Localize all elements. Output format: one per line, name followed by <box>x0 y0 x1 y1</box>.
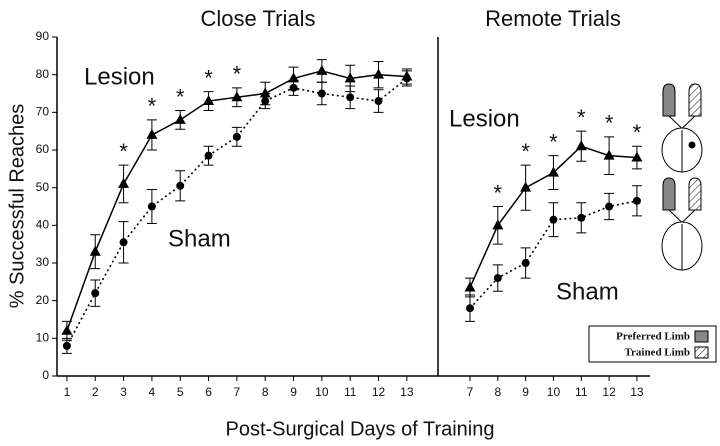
data-point <box>317 89 326 98</box>
series-label: Lesion <box>449 105 520 132</box>
data-point <box>174 113 186 124</box>
significance-marker: * <box>633 120 642 145</box>
x-tick-label: 10 <box>315 385 329 399</box>
data-point <box>631 151 643 162</box>
data-point <box>118 177 130 188</box>
y-tick-label: 60 <box>36 142 50 156</box>
data-point <box>91 289 100 298</box>
x-tick-label: 11 <box>344 385 357 399</box>
data-point <box>231 91 243 102</box>
significance-marker: * <box>521 139 530 164</box>
data-point <box>605 202 614 211</box>
data-point <box>62 341 71 350</box>
legend-label: Trained Limb <box>624 347 690 359</box>
x-tick-label: 12 <box>602 385 616 399</box>
significance-marker: * <box>605 111 614 136</box>
data-point <box>464 281 476 292</box>
data-point <box>374 97 383 106</box>
x-tick-label: 8 <box>494 385 501 399</box>
data-point <box>204 151 213 160</box>
x-tick-label: 13 <box>400 385 414 399</box>
data-point <box>520 181 532 192</box>
significance-marker: * <box>148 94 157 119</box>
chart-title: Close Trials <box>201 6 316 31</box>
y-tick-label: 80 <box>36 67 50 81</box>
legend-label: Preferred Limb <box>616 331 690 343</box>
x-tick-label: 12 <box>372 385 386 399</box>
y-tick-label: 10 <box>36 331 50 345</box>
significance-marker: * <box>119 139 128 164</box>
x-tick-label: 8 <box>262 385 269 399</box>
x-tick-label: 2 <box>92 385 99 399</box>
series-label: Sham <box>168 225 231 252</box>
data-point <box>575 140 587 151</box>
data-point <box>316 64 328 75</box>
data-point <box>577 213 586 222</box>
data-point <box>549 215 558 224</box>
x-axis-label: Post-Surgical Days of Training <box>225 418 494 440</box>
significance-marker: * <box>233 62 242 87</box>
data-point <box>261 97 270 106</box>
y-tick-label: 20 <box>36 293 50 307</box>
legend-swatch <box>694 346 709 359</box>
x-tick-label: 3 <box>120 385 127 399</box>
x-tick-label: 5 <box>177 385 184 399</box>
x-tick-label: 7 <box>467 385 474 399</box>
x-tick-label: 9 <box>522 385 529 399</box>
y-tick-label: 0 <box>42 368 49 382</box>
data-point <box>259 87 271 98</box>
series-label: Lesion <box>84 63 155 90</box>
data-point <box>493 274 502 283</box>
y-axis-label: % Successful Reaches <box>6 104 28 309</box>
x-tick-label: 7 <box>234 385 241 399</box>
data-point <box>203 95 215 106</box>
data-point <box>61 324 73 335</box>
data-point <box>465 304 474 313</box>
y-tick-label: 50 <box>36 180 50 194</box>
legend-swatch <box>694 330 709 343</box>
y-tick-label: 40 <box>36 218 50 232</box>
data-point <box>346 93 355 102</box>
limb-icons <box>661 83 703 271</box>
x-tick-label: 9 <box>290 385 297 399</box>
x-tick-label: 13 <box>630 385 644 399</box>
data-point <box>147 202 156 211</box>
x-tick-label: 4 <box>149 385 156 399</box>
data-point <box>547 166 559 177</box>
significance-marker: * <box>176 84 185 109</box>
y-tick-label: 30 <box>36 255 50 269</box>
series-line <box>66 77 408 347</box>
data-point <box>521 259 530 267</box>
significance-marker: * <box>204 65 213 90</box>
significance-marker: * <box>549 129 558 154</box>
data-point <box>176 181 185 190</box>
data-point <box>119 238 128 247</box>
data-point <box>492 219 504 230</box>
significance-marker: * <box>494 180 503 205</box>
series-line <box>66 70 407 332</box>
data-point <box>232 132 241 141</box>
chart-title: Remote Trials <box>485 6 621 31</box>
data-point <box>89 245 101 256</box>
x-tick-label: 11 <box>575 385 588 399</box>
data-point <box>344 72 356 83</box>
x-tick-label: 1 <box>64 385 71 399</box>
y-tick-label: 70 <box>36 105 50 119</box>
series-label: Sham <box>556 278 619 305</box>
x-tick-label: 10 <box>547 385 561 399</box>
limb-legend: Preferred Limb Trained Limb <box>588 325 717 363</box>
data-point <box>373 68 385 79</box>
data-point <box>402 74 411 83</box>
data-point <box>632 196 641 205</box>
y-tick-label: 90 <box>36 29 50 43</box>
significance-marker: * <box>577 105 586 130</box>
data-point <box>289 83 298 92</box>
x-tick-label: 6 <box>205 385 212 399</box>
data-point <box>146 128 158 139</box>
data-point <box>603 149 615 160</box>
